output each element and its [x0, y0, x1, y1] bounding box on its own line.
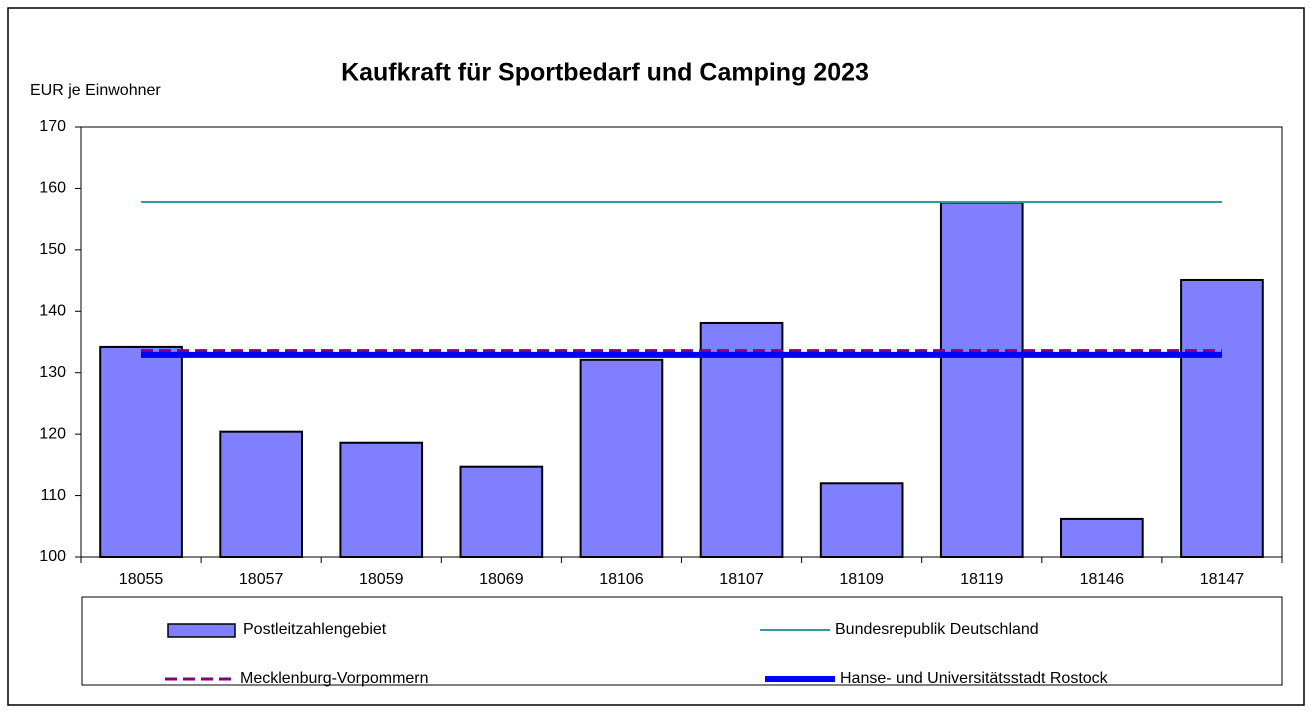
- y-tick-label: 110: [40, 487, 66, 504]
- bar: [699, 321, 784, 559]
- bar: [819, 482, 904, 558]
- bar: [1060, 517, 1144, 559]
- x-tick-label: 18055: [119, 571, 164, 588]
- bar: [579, 358, 664, 559]
- y-tick-label: 120: [39, 425, 66, 442]
- bar: [99, 345, 183, 558]
- bar: [459, 465, 544, 559]
- x-tick-label: 18057: [239, 571, 284, 588]
- bar: [339, 441, 424, 558]
- legend-label: Postleitzahlengebiet: [243, 621, 387, 638]
- x-tick-label: 18109: [839, 571, 884, 588]
- bar: [219, 430, 303, 558]
- y-tick-label: 150: [39, 241, 66, 258]
- x-tick-label: 18069: [479, 571, 524, 588]
- legend-label: Mecklenburg-Vorpommern: [240, 670, 429, 687]
- y-axis-label: EUR je Einwohner: [30, 82, 161, 99]
- plot-frame: [80, 126, 1283, 558]
- x-tick-label: 18059: [359, 571, 404, 588]
- y-tick-label: 160: [39, 180, 66, 197]
- x-tick-label: 18147: [1200, 571, 1245, 588]
- y-tick-label: 170: [39, 118, 66, 135]
- legend-label: Hanse- und Universitätsstadt Rostock: [840, 670, 1109, 687]
- y-tick-label: 140: [39, 303, 66, 320]
- bar: [1180, 278, 1264, 558]
- chart-title: Kaufkraft für Sportbedarf und Camping 20…: [341, 59, 869, 87]
- x-tick-label: 18146: [1080, 571, 1125, 588]
- legend-swatch: [167, 623, 236, 638]
- x-tick-label: 18107: [719, 571, 764, 588]
- bar: [939, 201, 1024, 559]
- legend-label: Bundesrepublik Deutschland: [835, 621, 1039, 638]
- x-tick-label: 18106: [599, 571, 644, 588]
- y-tick-label: 130: [39, 364, 66, 381]
- y-tick-label: 100: [39, 548, 66, 565]
- x-tick-label: 18119: [960, 571, 1003, 588]
- legend-box: [81, 596, 1283, 686]
